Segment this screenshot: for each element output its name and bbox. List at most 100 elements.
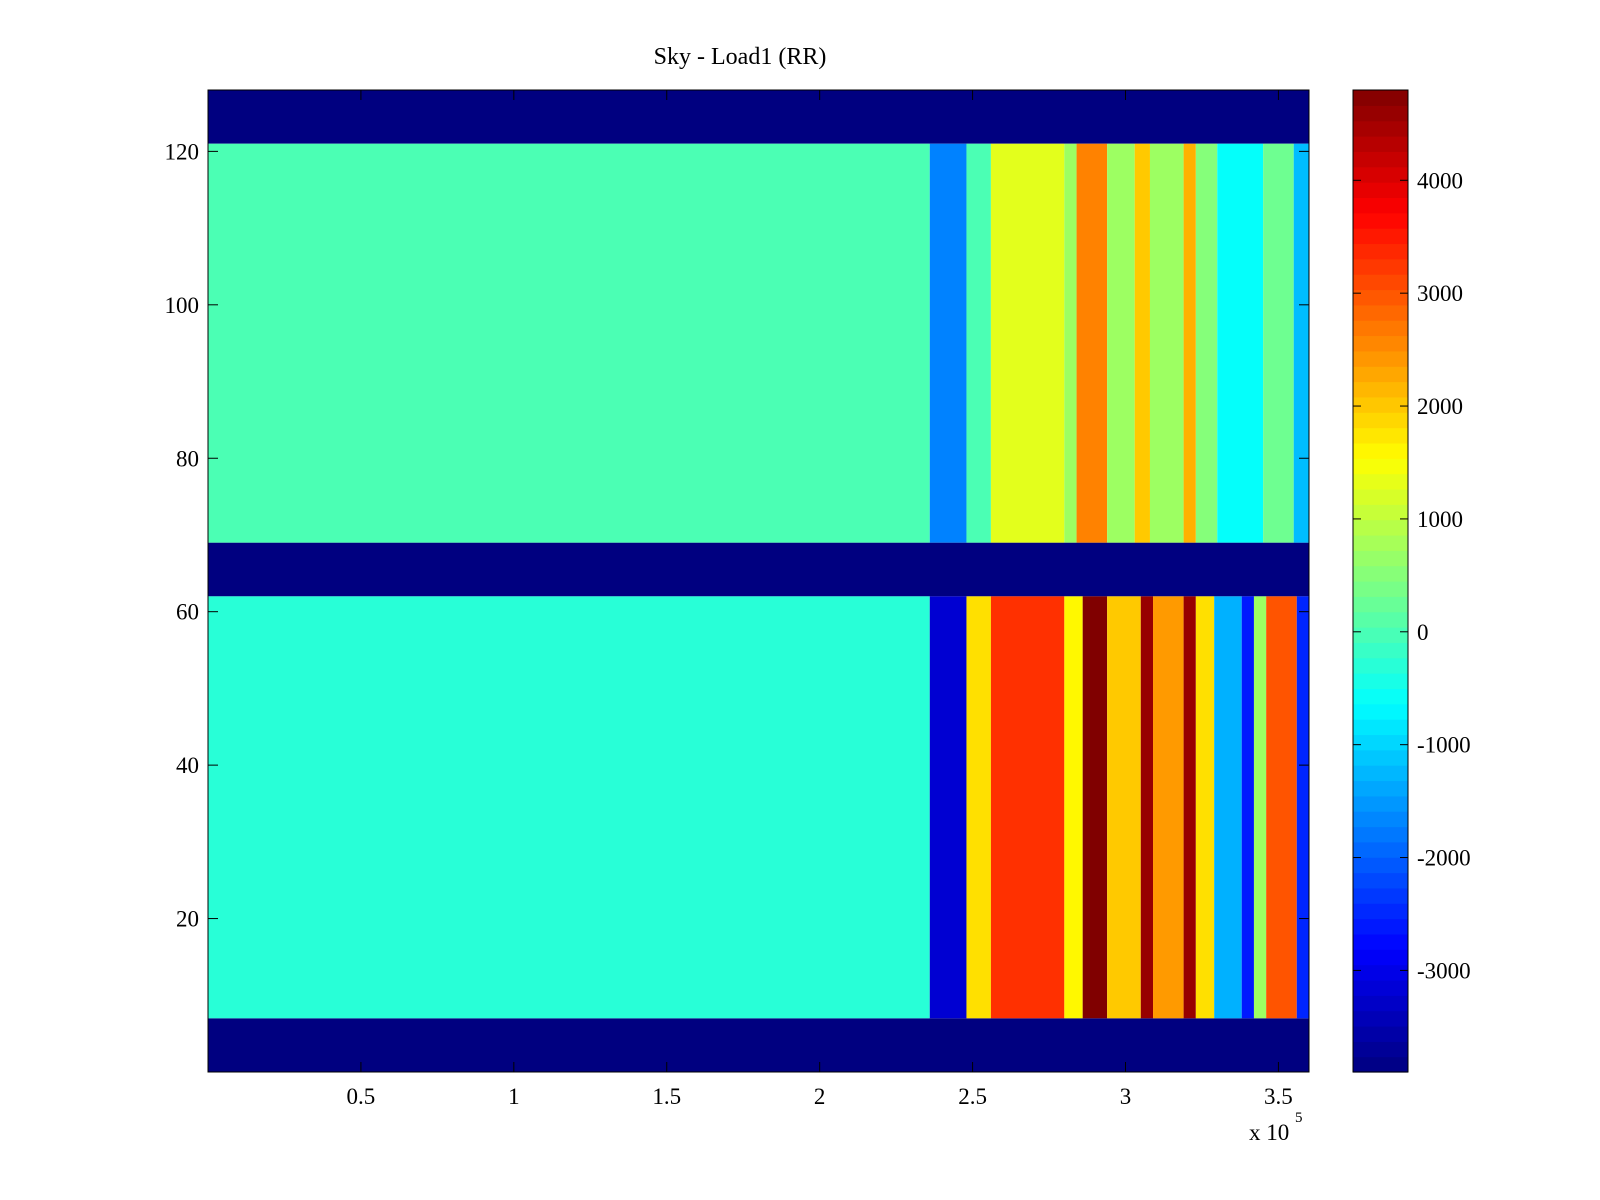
colorbar-swatch xyxy=(1353,182,1408,199)
colorbar-swatch xyxy=(1353,350,1408,367)
heatmap-cell-block xyxy=(1263,143,1294,543)
y-tick-label: 100 xyxy=(165,293,200,318)
masked-row-band xyxy=(208,542,1309,597)
colorbar-tick-label: 4000 xyxy=(1417,168,1463,193)
heatmap-cell-block xyxy=(1064,596,1083,1019)
plot-area xyxy=(207,89,1310,1073)
heatmap-cell-block xyxy=(1293,143,1309,543)
heatmap-cell-block xyxy=(1064,143,1077,543)
heatmap-cell-block xyxy=(1266,596,1297,1019)
colorbar-swatch xyxy=(1353,918,1408,935)
x-axis-multiplier: x 10 5 xyxy=(1249,1110,1303,1145)
heatmap-cell-block xyxy=(1214,596,1242,1019)
colorbar-swatch xyxy=(1353,979,1408,996)
heatmap-cell-block xyxy=(1296,596,1309,1019)
chart-title: Sky - Load1 (RR) xyxy=(654,44,827,70)
colorbar-swatch xyxy=(1353,151,1408,168)
colorbar-swatch xyxy=(1353,243,1408,260)
x-tick-label: 2.5 xyxy=(958,1084,987,1109)
y-tick-label: 120 xyxy=(165,139,200,164)
colorbar-swatch xyxy=(1353,1025,1408,1042)
colorbar-swatch xyxy=(1353,488,1408,505)
colorbar-swatch xyxy=(1353,627,1408,643)
colorbar-swatch xyxy=(1353,903,1408,920)
heatmap-cell-block xyxy=(929,596,967,1019)
heatmap-cell-block xyxy=(1195,596,1215,1019)
colorbar-swatch xyxy=(1353,964,1408,981)
colorbar-swatch xyxy=(1353,396,1408,413)
colorbar-swatch xyxy=(1353,1041,1408,1058)
colorbar-swatch xyxy=(1353,366,1408,383)
x-tick-label: 1.5 xyxy=(652,1084,681,1109)
colorbar-swatch xyxy=(1353,1010,1408,1027)
colorbar-swatch xyxy=(1353,688,1408,705)
colorbar-swatch xyxy=(1353,611,1408,628)
colorbar-swatch xyxy=(1353,826,1408,843)
colorbar-swatch xyxy=(1353,749,1408,766)
colorbar-swatch xyxy=(1353,274,1408,291)
colorbar-swatch xyxy=(1353,504,1408,521)
colorbar: 4000 3000 2000 1000 0 -1000 -2000 -3000 xyxy=(1352,89,1471,1073)
heatmap-cell-block xyxy=(990,143,1065,543)
colorbar-swatch xyxy=(1353,949,1408,966)
colorbar-swatch xyxy=(1353,412,1408,429)
colorbar-swatch xyxy=(1353,304,1408,321)
colorbar-swatch xyxy=(1353,335,1408,352)
colorbar-swatch xyxy=(1353,642,1408,659)
masked-row-band xyxy=(208,90,1309,144)
heatmap-cell-block xyxy=(966,143,991,543)
masked-row-band xyxy=(208,1018,1309,1072)
colorbar-swatch xyxy=(1353,565,1408,582)
heatmap-cell-block xyxy=(1153,596,1184,1019)
x-tick-label: 0.5 xyxy=(347,1084,376,1109)
colorbar-swatch xyxy=(1353,442,1408,459)
colorbar-swatch xyxy=(1353,136,1408,152)
colorbar-swatch xyxy=(1353,105,1408,122)
colorbar-swatch xyxy=(1353,550,1408,567)
colorbar-tick-label: 0 xyxy=(1417,620,1429,645)
colorbar-swatch xyxy=(1353,673,1408,690)
colorbar-tick-label: -2000 xyxy=(1417,846,1471,871)
colorbar-swatch xyxy=(1353,657,1408,674)
colorbar-tick-label: -1000 xyxy=(1417,733,1471,758)
colorbar-frame xyxy=(1352,89,1409,1073)
colorbar-swatch xyxy=(1353,995,1408,1012)
colorbar-swatch xyxy=(1353,197,1408,214)
heatmap-cell-block xyxy=(1217,143,1264,543)
colorbar-swatch xyxy=(1353,857,1408,874)
colorbar-swatch xyxy=(1353,473,1408,490)
heatmap-cell-block xyxy=(1195,143,1218,543)
heatmap-cell-block xyxy=(1253,596,1267,1019)
heatmap-cell-block xyxy=(1134,143,1150,543)
y-tick-label: 40 xyxy=(176,753,199,778)
colorbar-swatch xyxy=(1353,228,1408,245)
colorbar-swatch xyxy=(1353,534,1408,551)
colorbar-swatch xyxy=(1353,519,1408,536)
colorbar-tick-label: -3000 xyxy=(1417,958,1471,983)
colorbar-tick-label: 1000 xyxy=(1417,507,1463,532)
colorbar-swatch xyxy=(1353,872,1408,889)
plot-frame xyxy=(207,89,1310,1073)
colorbar-swatch xyxy=(1353,765,1408,782)
colorbar-swatch xyxy=(1353,120,1408,137)
colorbar-swatch xyxy=(1353,734,1408,751)
heatmap-cell-block xyxy=(208,596,930,1019)
x-axis-multiplier-exponent: 5 xyxy=(1295,1110,1303,1126)
colorbar-swatch xyxy=(1353,427,1408,444)
heatmap-cell-block xyxy=(1140,596,1154,1019)
colorbar-swatch xyxy=(1353,811,1408,828)
x-axis-multiplier-base: x 10 xyxy=(1249,1120,1289,1145)
colorbar-swatch xyxy=(1353,841,1408,858)
y-tick-label: 20 xyxy=(176,907,199,932)
colorbar-swatch xyxy=(1353,1056,1408,1073)
colorbar-swatch xyxy=(1353,212,1408,229)
heatmap-cell-block xyxy=(1183,143,1196,543)
colorbar-swatch xyxy=(1353,258,1408,275)
heatmap-cell-block xyxy=(1149,143,1184,543)
y-axis: 20 40 60 80 100 120 xyxy=(165,139,1309,932)
colorbar-swatch xyxy=(1353,703,1408,720)
colorbar-swatch xyxy=(1353,596,1408,613)
colorbar-swatch xyxy=(1353,381,1408,398)
x-tick-label: 2 xyxy=(814,1084,826,1109)
colorbar-swatch xyxy=(1353,719,1408,736)
